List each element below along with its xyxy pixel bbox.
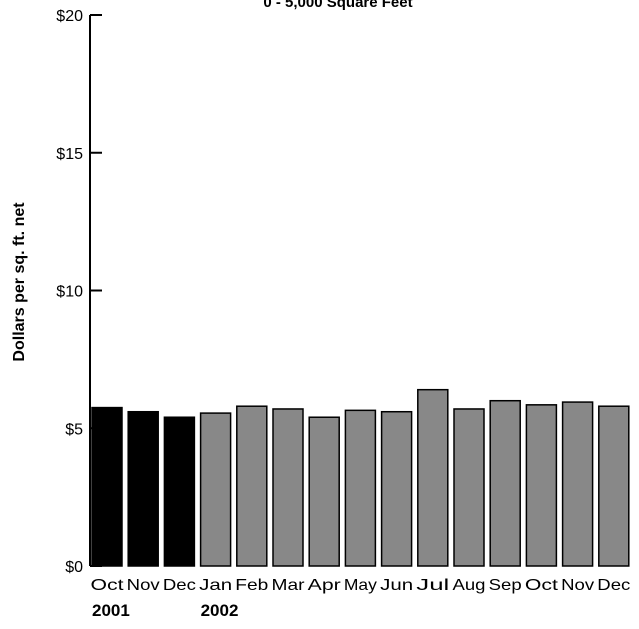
x-tick-label: Jul bbox=[416, 577, 449, 594]
bar bbox=[236, 405, 268, 567]
x-tick-label: Oct bbox=[525, 577, 559, 594]
x-axis-tick-labels: Oct Nov Dec Jan Feb Mar Apr May Jun Jul Aug Sep Oct N… bbox=[91, 577, 631, 594]
year-labels: 2001 2002 bbox=[92, 601, 238, 620]
bar bbox=[163, 416, 196, 567]
y-tick-label: $20 bbox=[56, 8, 83, 25]
x-tick-label: May bbox=[344, 577, 377, 594]
bar bbox=[308, 416, 340, 567]
x-tick-label: Jan bbox=[199, 577, 232, 594]
y-tick-label: $0 bbox=[65, 559, 83, 576]
bar bbox=[91, 406, 123, 567]
y-axis-label: Dollars per sq. ft. net bbox=[11, 202, 28, 362]
bar bbox=[598, 405, 630, 567]
year-label: 2002 bbox=[201, 601, 239, 620]
bar bbox=[525, 404, 558, 567]
bar bbox=[453, 408, 485, 567]
bar bbox=[417, 388, 449, 567]
x-tick-label: Aug bbox=[453, 577, 486, 594]
x-tick-label: Oct bbox=[91, 577, 125, 594]
y-axis: $0 $5 $10 $15 $20 bbox=[56, 8, 102, 576]
x-tick-label: Sep bbox=[489, 577, 522, 594]
bar bbox=[344, 409, 377, 567]
chart-title: 0 - 5,000 Square Feet bbox=[263, 0, 412, 11]
x-tick-label: Apr bbox=[308, 577, 342, 594]
x-tick-label: Dec bbox=[597, 577, 630, 594]
year-label: 2001 bbox=[92, 601, 130, 620]
x-tick-label: Mar bbox=[272, 577, 306, 594]
x-tick-label: Dec bbox=[163, 577, 196, 594]
bar bbox=[127, 410, 159, 567]
bar bbox=[380, 410, 413, 567]
y-tick-label: $5 bbox=[65, 421, 83, 438]
x-tick-label: Jun bbox=[380, 577, 413, 594]
x-tick-label: Feb bbox=[235, 577, 268, 594]
bar bbox=[272, 408, 304, 567]
bar bbox=[489, 399, 521, 567]
x-tick-label: Nov bbox=[127, 577, 160, 594]
bars bbox=[91, 388, 630, 567]
y-tick-label: $15 bbox=[56, 146, 83, 163]
x-tick-label: Nov bbox=[561, 577, 594, 594]
bar bbox=[199, 412, 232, 567]
y-tick-label: $10 bbox=[56, 284, 83, 301]
bar bbox=[561, 401, 594, 567]
